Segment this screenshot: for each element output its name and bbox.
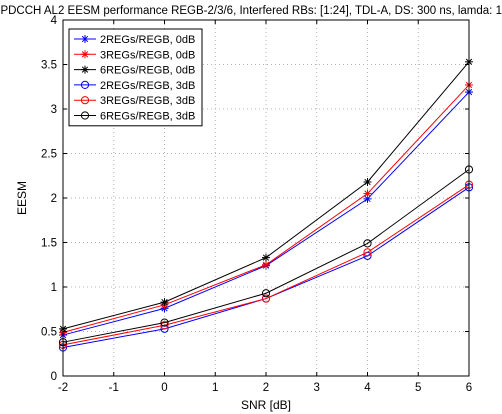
data-point <box>262 253 270 262</box>
series-layer <box>58 57 474 352</box>
grid-lines <box>63 20 469 376</box>
legend-item: 2REGs/REGB, 3dB <box>74 80 195 92</box>
x-tick-label: 3 <box>314 382 320 394</box>
x-tick-label: 4 <box>364 382 371 394</box>
legend-label: 3REGs/REGB, 0dB <box>100 49 195 61</box>
x-axis-tick-labels: -2 -1 0 1 2 3 4 5 6 <box>58 382 472 394</box>
data-point <box>363 194 372 203</box>
series-line <box>62 184 470 346</box>
x-axis-label: SNR [dB] <box>241 398 291 412</box>
legend-label: 2REGs/REGB, 0dB <box>100 34 195 46</box>
data-point <box>363 189 372 198</box>
x-tick-label: 6 <box>466 382 472 394</box>
legend-item: 6REGs/REGB, 0dB <box>74 65 195 77</box>
legend-marker <box>81 50 89 59</box>
y-axis-tick-labels: 0 0.5 1 1.5 2 2.5 3 3.5 4 <box>41 15 58 383</box>
legend-label: 2REGs/REGB, 3dB <box>100 80 195 92</box>
axis-ticks <box>62 19 470 377</box>
y-tick-label: 1 <box>51 282 57 294</box>
legend-item: 6REGs/REGB, 3dB <box>74 111 195 123</box>
y-axis-label: EESM <box>15 181 29 215</box>
x-tick-label: 1 <box>212 382 218 394</box>
chart-title: PDCCH AL2 EESM performance REGB-2/3/6, I… <box>0 5 502 17</box>
legend-marker <box>81 35 89 43</box>
y-tick-label: 0.5 <box>41 327 57 339</box>
data-point <box>363 239 372 248</box>
y-tick-label: 3.5 <box>41 60 57 72</box>
legend-item: 3REGs/REGB, 3dB <box>74 95 195 107</box>
x-tick-label: -1 <box>109 382 119 394</box>
series-5 <box>58 180 474 349</box>
data-point <box>261 294 271 303</box>
series-line <box>62 169 470 343</box>
legend-item: 3REGs/REGB, 0dB <box>74 49 195 61</box>
y-tick-label: 3 <box>51 104 57 116</box>
data-point <box>363 177 372 186</box>
x-tick-label: -2 <box>58 382 68 394</box>
data-point <box>160 298 169 307</box>
legend-marker <box>80 80 90 90</box>
y-tick-label: 4 <box>51 15 58 27</box>
y-tick-label: 0 <box>51 371 57 383</box>
x-tick-label: 2 <box>263 382 269 394</box>
data-point <box>160 321 169 330</box>
data-point <box>261 289 271 298</box>
legend-label: 3REGs/REGB, 3dB <box>100 95 195 107</box>
data-point <box>262 260 270 269</box>
x-tick-label: 0 <box>161 382 167 394</box>
legend-item: 2REGs/REGB, 0dB <box>74 34 195 46</box>
legend-marker <box>81 65 89 74</box>
series-3 <box>59 57 473 333</box>
legend-box <box>68 28 203 127</box>
y-tick-label: 2 <box>51 193 57 205</box>
y-tick-label: 2.5 <box>41 149 57 161</box>
legend-label: 6REGs/REGB, 0dB <box>100 65 195 77</box>
legend-label: 6REGs/REGB, 3dB <box>100 111 195 123</box>
legend: 2REGs/REGB, 0dB 3REGs/REGB, 0dB 6REGs/REGB… <box>68 28 203 127</box>
x-tick-label: 5 <box>415 382 421 394</box>
data-point <box>363 248 372 257</box>
legend-marker <box>80 111 90 120</box>
y-tick-label: 1.5 <box>41 238 57 250</box>
legend-marker <box>80 96 90 105</box>
data-point <box>160 318 169 327</box>
